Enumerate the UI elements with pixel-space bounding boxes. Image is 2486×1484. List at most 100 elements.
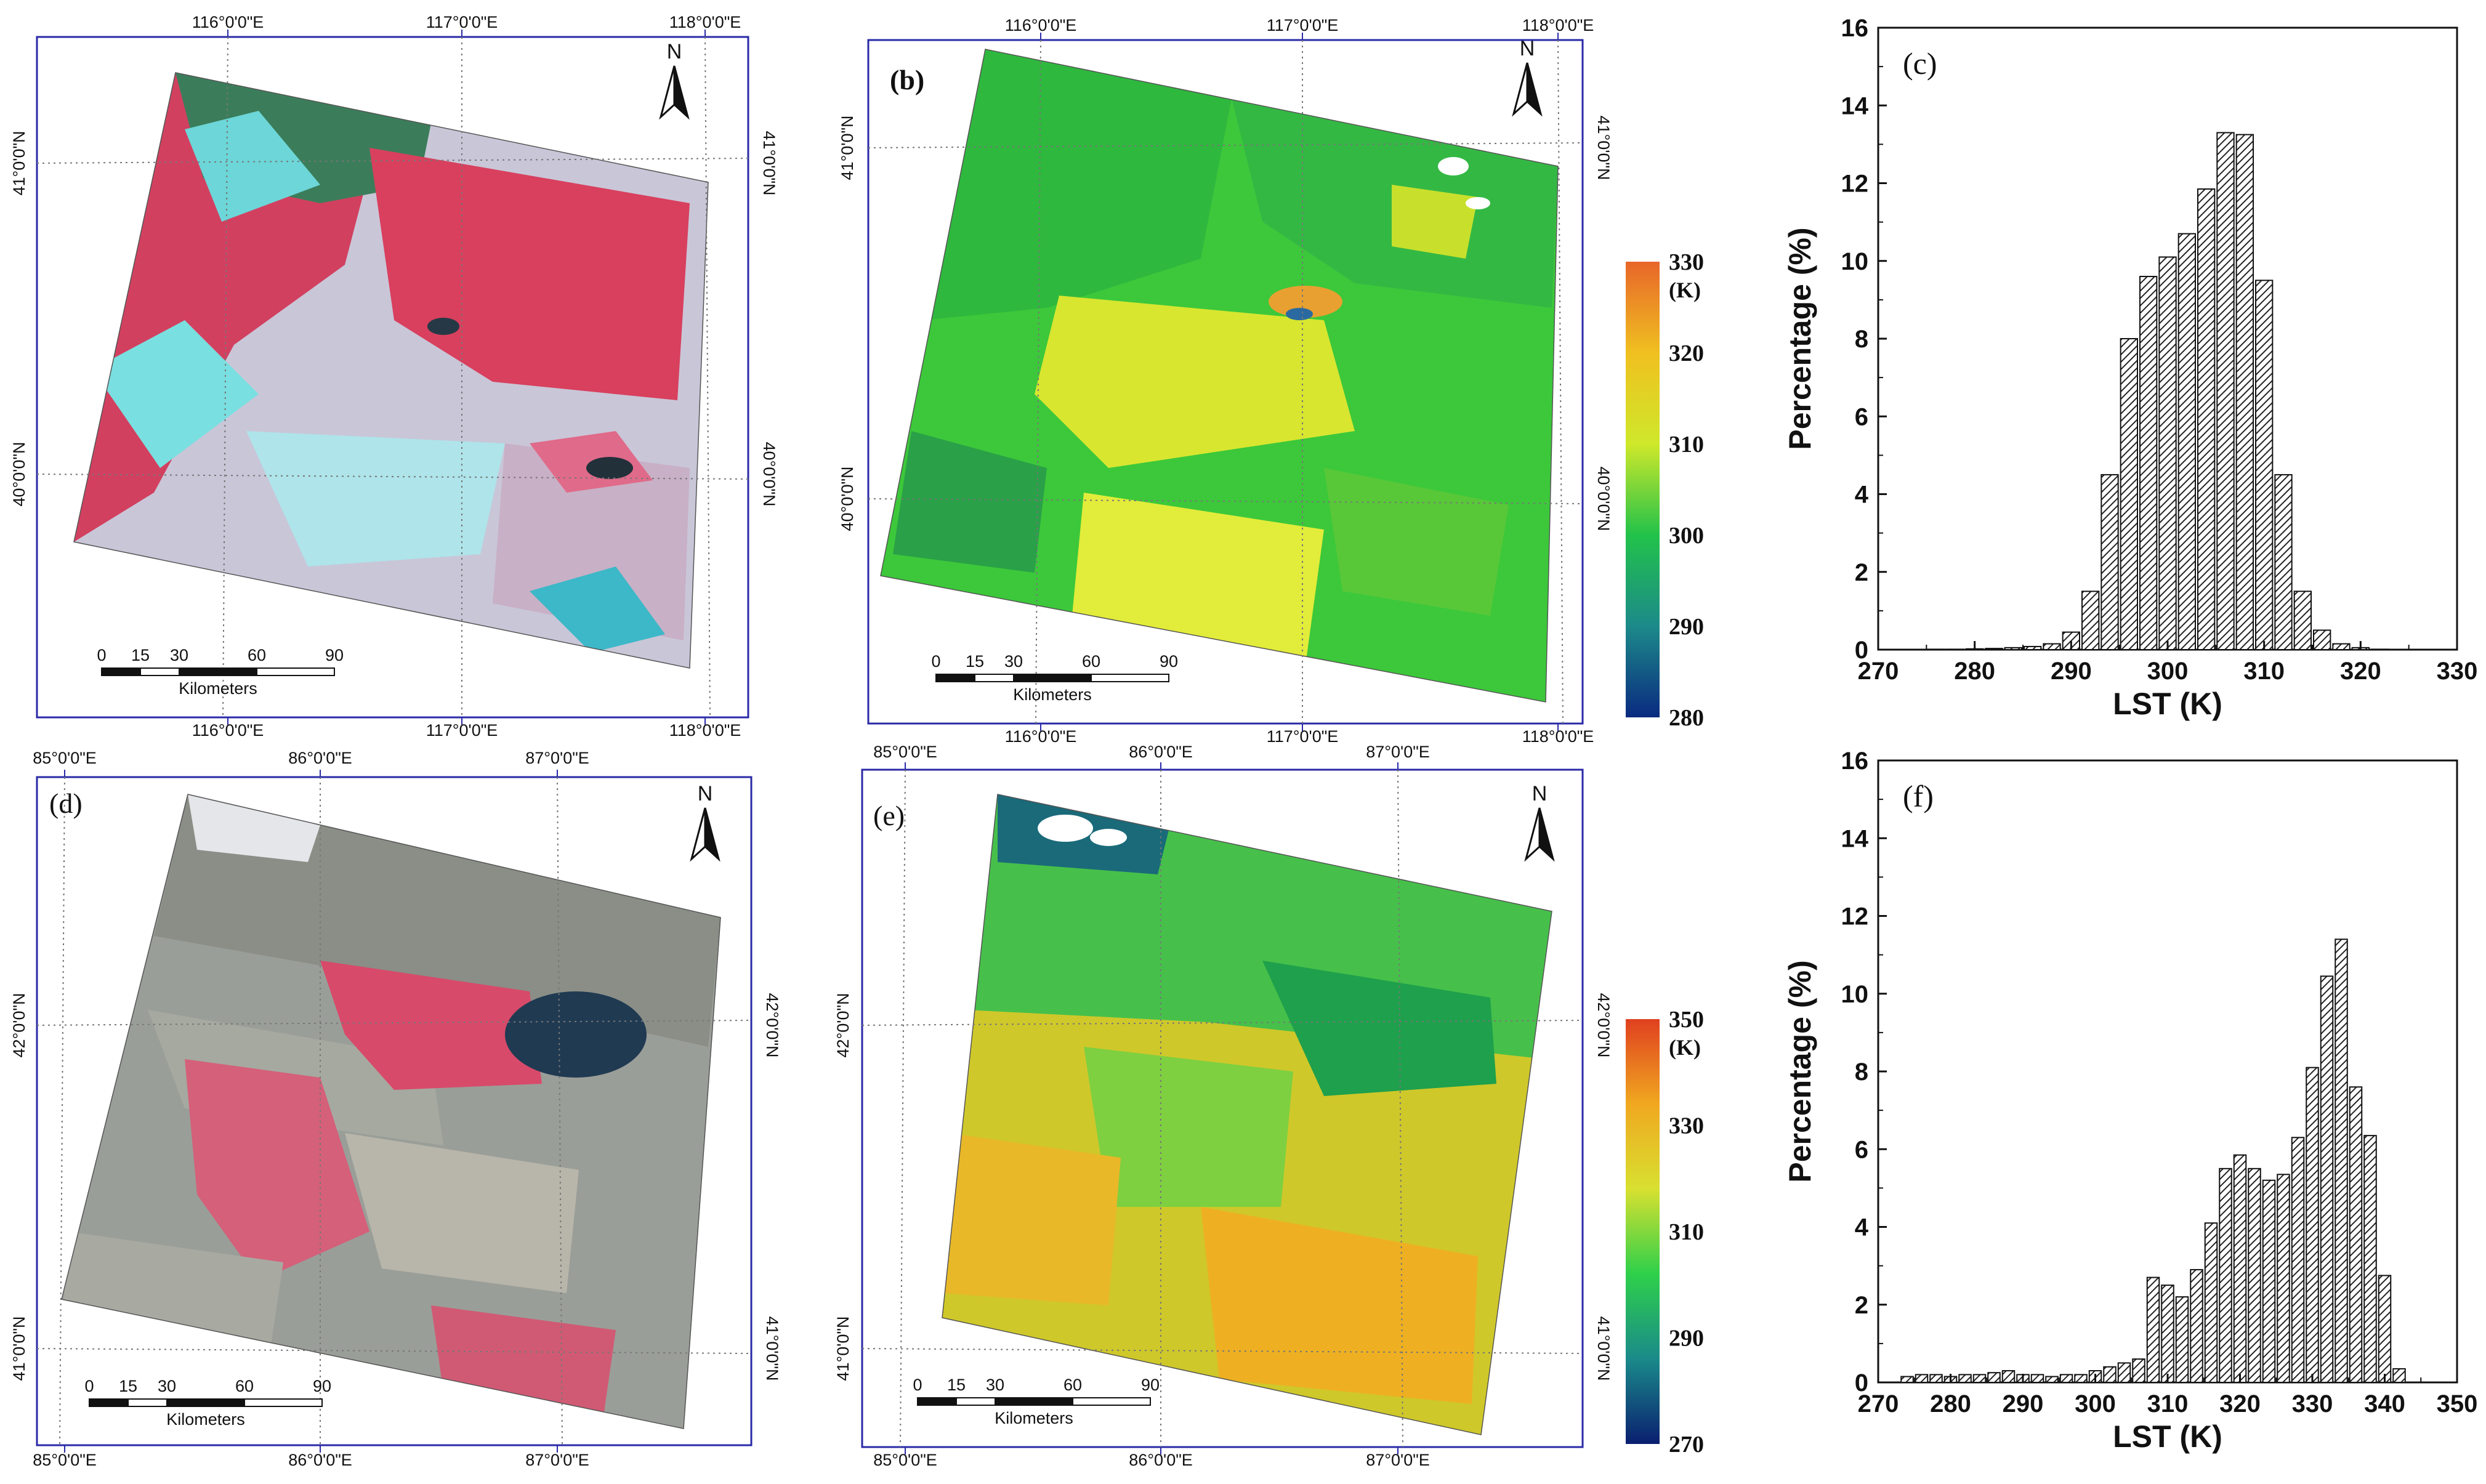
histogram-bar: [1958, 1374, 1972, 1383]
colorbar-b: 330 320 310 300 290 280 (K): [1626, 249, 1704, 731]
histogram-bar: [1987, 1372, 2001, 1383]
colorbar-tick-label: 300: [1669, 523, 1704, 549]
histogram-bar: [2001, 1370, 2016, 1383]
north-arrow-right-half: [704, 807, 720, 862]
scale-tick-label: 15: [119, 1377, 137, 1395]
histogram-f: 270 280 290 300 310 320 330 340 350 0 2 4 6 8 10 12 14 16…: [1783, 748, 2477, 1454]
y-tick-label: 14: [1841, 825, 1869, 852]
histogram-bar: [2274, 474, 2293, 650]
scale-tick-label: 30: [158, 1377, 176, 1395]
scale-unit-label: Kilometers: [1013, 685, 1092, 704]
histogram-bar: [2197, 188, 2216, 650]
x-tick-label: 310: [2243, 658, 2285, 685]
scale-tick-label: 0: [84, 1377, 94, 1395]
x-tick-label: 330: [2437, 658, 2478, 685]
graticule-lat-line: [862, 1348, 1583, 1354]
x-tick-label: 320: [2340, 658, 2381, 685]
histogram-bar: [2262, 1179, 2276, 1383]
lon-label-bottom: 117°0'0"E: [426, 721, 498, 740]
histogram-bar: [2320, 975, 2334, 1383]
scale-unit-label: Kilometers: [995, 1409, 1073, 1427]
panel-label: (d): [49, 788, 83, 819]
lon-label-bottom: 86°0'0"E: [288, 1451, 352, 1469]
scale-tick-label: 90: [325, 646, 344, 664]
histogram-bar: [2081, 591, 2100, 650]
north-label: N: [1532, 782, 1548, 805]
histogram-bar: [2043, 643, 2061, 650]
panel-a-annotations: 116°0'0"E 116°0'0"E 117°0'0"E 117°0'0"E 118°…: [10, 13, 778, 740]
y-tick-label: 0: [1855, 1369, 1868, 1397]
north-arrow-right-half: [673, 65, 690, 120]
histogram-bar: [2313, 629, 2331, 650]
graticule-lon-line: [59, 776, 65, 1446]
scale-bar-segment: [140, 667, 180, 676]
lon-label-bottom: 116°0'0"E: [1005, 727, 1077, 746]
x-tick-label: 330: [2292, 1390, 2333, 1417]
scale-tick-label: 15: [131, 646, 150, 664]
histogram-bar: [2161, 1284, 2174, 1383]
histogram-bar: [2255, 280, 2274, 650]
scale-bar-segment: [995, 1397, 1073, 1406]
y-tick-label: 16: [1841, 15, 1869, 42]
scale-tick-label: 0: [931, 652, 940, 671]
scale-bar-segment: [935, 674, 975, 682]
x-tick-label: 270: [1858, 1390, 1899, 1417]
y-tick-label: 0: [1855, 637, 1868, 664]
histogram-bar: [2216, 132, 2235, 650]
panel-b: [867, 39, 1584, 725]
y-tick-label: 6: [1855, 1136, 1868, 1163]
histogram-bar: [2349, 1086, 2363, 1383]
colorbar-tick-label: 320: [1669, 341, 1704, 366]
lon-label-top: 87°0'0"E: [1366, 743, 1430, 761]
x-axis-label: LST (K): [2113, 1419, 2222, 1454]
panel-a: [36, 36, 749, 719]
scale-bar-segment: [1072, 1397, 1151, 1406]
lat-label-left: 42°0'0"N: [834, 993, 852, 1057]
y-tick-label: 16: [1841, 748, 1869, 775]
north-label: N: [1520, 37, 1535, 60]
y-axis-label: Percentage (%): [1783, 227, 1817, 450]
y-tick-label: 2: [1855, 1292, 1868, 1319]
scale-bar-segment: [244, 1398, 323, 1407]
lat-label-right: 41°0'0"N: [1594, 1316, 1613, 1381]
histogram-bar: [2045, 1376, 2059, 1383]
histogram-bar: [2030, 1374, 2044, 1383]
histogram-bar: [2120, 338, 2139, 650]
scale-bar-segment: [179, 667, 257, 676]
scale-tick-label: 0: [97, 646, 106, 664]
scale-tick-label: 90: [313, 1377, 331, 1395]
graticule-lat-line: [862, 1020, 1583, 1026]
y-tick-label: 4: [1855, 1214, 1869, 1241]
scale-bar-segment: [1013, 674, 1092, 682]
lon-label-top: 86°0'0"E: [288, 749, 352, 767]
panel-d-annotations: 85°0'0"E 85°0'0"E 86°0'0"E 86°0'0"E 87°0'0"E…: [10, 749, 781, 1469]
colorbar-ramp: [1626, 262, 1660, 717]
scale-unit-label: Kilometers: [166, 1410, 245, 1429]
lon-label-top: 118°0'0"E: [669, 13, 741, 31]
scale-bar-segment: [166, 1398, 245, 1407]
x-tick-label: 290: [2003, 1390, 2044, 1417]
histogram-bar: [2335, 938, 2348, 1383]
scale-tick-label: 30: [986, 1376, 1004, 1394]
histogram-bar: [2293, 591, 2312, 650]
scale-tick-label: 90: [1160, 652, 1178, 671]
histogram-bar: [2248, 1167, 2261, 1383]
lat-label-right: 41°0'0"N: [1594, 115, 1613, 180]
scale-bar-segment: [127, 1398, 167, 1407]
histogram-bar: [1900, 1376, 1914, 1383]
north-label: N: [698, 782, 713, 805]
scale-bar-segment: [974, 674, 1014, 682]
y-axis-label: Percentage (%): [1783, 960, 1817, 1182]
graticule-lon-line: [1397, 769, 1403, 1448]
histogram-bar: [2392, 1368, 2406, 1383]
lat-label-left: 40°0'0"N: [10, 442, 28, 506]
scale-tick-label: 15: [947, 1376, 966, 1394]
lat-label-right: 41°0'0"N: [763, 1316, 781, 1381]
scale-tick-label: 60: [235, 1377, 254, 1395]
colorbar-tick-label: 290: [1669, 1326, 1704, 1352]
scale-tick-label: 60: [1063, 1376, 1082, 1394]
colorbar-tick-label: 330: [1669, 249, 1704, 275]
x-tick-label: 290: [2051, 658, 2092, 685]
panel-b-image: [881, 49, 1558, 702]
